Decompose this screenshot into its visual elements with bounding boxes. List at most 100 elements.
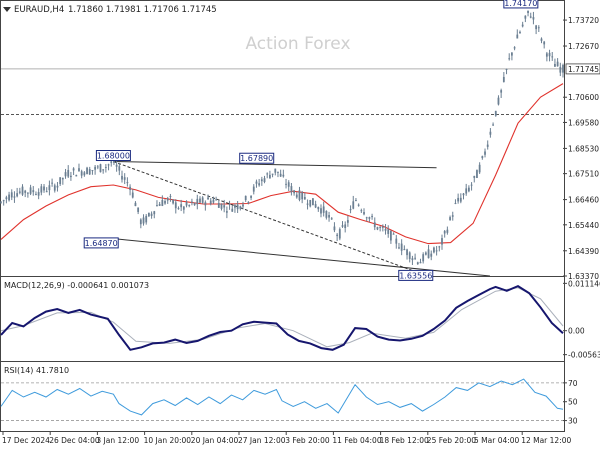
candle-body (231, 208, 234, 212)
candle-body (473, 175, 476, 178)
rsi-tick-label: 70 (568, 379, 578, 388)
candle-body (457, 197, 460, 202)
candle-body (451, 215, 454, 217)
candle-body (80, 171, 83, 176)
candle-body (118, 166, 121, 171)
candle-body (298, 190, 301, 200)
candle-body (554, 63, 556, 67)
candle-body (424, 252, 427, 255)
symbol-label: EURAUD,H4 (14, 5, 64, 15)
time-tick-label: 5 Mar 04:00 (474, 436, 520, 445)
candle-body (416, 262, 419, 264)
candle-body (107, 164, 110, 166)
candle-body (322, 206, 325, 213)
candle-body (263, 178, 266, 183)
candle-body (75, 175, 78, 177)
candle-body (435, 250, 438, 252)
candle-body (433, 247, 435, 253)
candle-body (312, 198, 314, 206)
candle-body (352, 201, 355, 209)
dashed-trend-line (113, 161, 429, 277)
candle-body (430, 253, 433, 257)
candle-body (209, 200, 212, 204)
candle-body (94, 166, 97, 170)
candle-body (524, 15, 527, 19)
candle-body (123, 177, 126, 180)
candle-body (236, 204, 239, 210)
candle-body (519, 31, 521, 34)
candle-body (64, 172, 67, 177)
candle-body (527, 10, 529, 13)
candle-body (556, 61, 559, 67)
candle-body (244, 195, 247, 201)
time-tick-label: 3 Feb 20:00 (285, 436, 330, 445)
candle-body (29, 187, 32, 194)
candle-body (51, 182, 53, 184)
candle-body (99, 164, 102, 173)
candle-body (325, 210, 328, 218)
candle-body (277, 171, 279, 173)
candles-layer (0, 10, 564, 265)
dropdown-triangle-icon[interactable] (3, 7, 11, 12)
price-level-tag (565, 63, 600, 75)
candle-body (489, 131, 492, 135)
candle-body (96, 166, 99, 168)
candle-body (10, 192, 13, 198)
candle-body (360, 210, 363, 212)
candle-body (511, 52, 513, 56)
rsi-panel-frame (0, 361, 565, 432)
candle-body (400, 243, 403, 251)
candle-body (40, 186, 43, 193)
candle-body (268, 174, 271, 179)
candle-body (349, 209, 352, 211)
candle-body (467, 187, 470, 192)
time-tick-label: 26 Dec 04:00 (49, 436, 100, 445)
candle-body (371, 215, 373, 218)
candle-body (220, 203, 223, 209)
candle-body (26, 192, 29, 194)
candle-body (392, 233, 395, 235)
candle-body (2, 200, 5, 202)
candle-body (441, 238, 443, 245)
candle-body (78, 168, 80, 172)
time-tick-label: 12 Mar 12:00 (521, 436, 571, 445)
moving-average-line (0, 83, 564, 245)
price-tick-label: 1.68530 (568, 144, 599, 153)
candle-body (32, 190, 35, 193)
candle-body (247, 201, 250, 203)
candle-body (126, 182, 129, 184)
candle-body (48, 185, 51, 191)
candle-body (134, 202, 137, 207)
candle-body (422, 254, 425, 262)
macd-tick-label: -0.005639 (568, 351, 600, 360)
candle-body (110, 161, 113, 163)
candle-body (508, 58, 511, 60)
candle-body (161, 199, 164, 206)
candle-body (497, 97, 500, 105)
candle-body (476, 170, 478, 178)
candle-body (301, 192, 304, 200)
candle-body (398, 247, 400, 249)
price-annotation-label: 1.67890 (240, 154, 273, 163)
candle-body (271, 173, 274, 175)
candle-body (478, 164, 481, 173)
rsi-axis-labels: 70 50 30 (563, 379, 578, 426)
candle-body (174, 202, 177, 209)
price-annotation-label: 1.68000 (97, 152, 130, 161)
time-tick-label: 17 Dec 2024 (2, 436, 50, 445)
candle-body (355, 200, 357, 202)
candle-body (172, 199, 174, 204)
time-tick-label: 27 Jan 12:00 (238, 436, 286, 445)
candle-body (406, 249, 408, 256)
candle-body (104, 166, 107, 168)
candle-body (150, 213, 153, 216)
candle-body (341, 225, 344, 227)
candle-body (266, 173, 269, 175)
time-axis-labels: 17 Dec 2024 26 Dec 04:003 Jan 12:00 10 Jan… (2, 431, 572, 445)
time-tick-label: 11 Feb 04:00 (332, 436, 381, 445)
candle-body (193, 202, 196, 206)
candle-body (252, 186, 255, 192)
price-annotation-box (95, 150, 131, 162)
candle-body (379, 226, 382, 228)
candle-body (449, 217, 451, 221)
